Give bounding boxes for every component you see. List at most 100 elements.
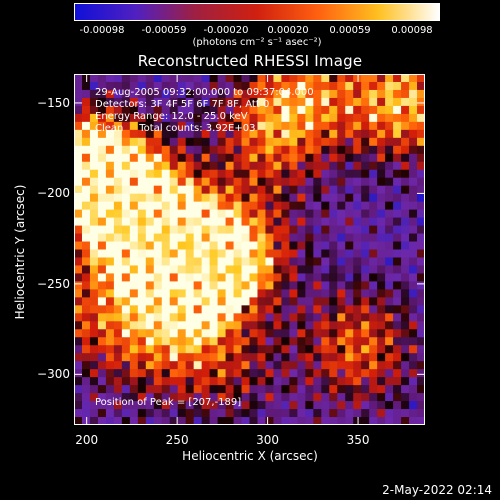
heatmap-cell: [177, 249, 187, 259]
heatmap-cell: [289, 401, 298, 410]
heatmap-cell: [385, 177, 394, 187]
heatmap-cell: [281, 97, 290, 107]
heatmap-cell: [257, 145, 267, 155]
heatmap-cell: [417, 289, 426, 298]
heatmap-cell: [345, 129, 354, 139]
heatmap-cell: [145, 169, 155, 179]
heatmap-cell: [145, 201, 155, 211]
x-tick-label: 200: [75, 433, 99, 447]
heatmap-cell: [273, 113, 283, 123]
heatmap-cell: [153, 249, 163, 259]
heatmap-cell: [81, 313, 91, 322]
heatmap-cell: [185, 417, 195, 426]
heatmap-cell: [337, 129, 346, 139]
heatmap-cell: [289, 329, 298, 338]
heatmap-cell: [201, 209, 211, 219]
heatmap-cell: [129, 217, 139, 227]
heatmap-cell: [225, 329, 235, 338]
heatmap-cell: [281, 281, 290, 290]
heatmap-cell: [105, 217, 115, 227]
heatmap-cell: [393, 217, 402, 227]
heatmap-cell: [401, 161, 410, 171]
heatmap-cell: [89, 241, 99, 251]
heatmap-cell: [169, 369, 179, 378]
heatmap-cell: [417, 345, 426, 354]
heatmap-cell: [273, 369, 283, 378]
heatmap-cell: [409, 265, 418, 275]
heatmap-cell: [81, 369, 91, 378]
heatmap-cell: [105, 401, 115, 410]
heatmap-cell: [113, 393, 123, 402]
heatmap-cell: [385, 185, 394, 195]
heatmap-cell: [329, 97, 338, 107]
heatmap-cell: [353, 353, 362, 362]
heatmap-cell: [321, 417, 330, 426]
heatmap-cell: [241, 401, 251, 410]
heatmap-cell: [401, 345, 410, 354]
heatmap-cell: [273, 105, 283, 115]
heatmap-cell: [225, 361, 235, 370]
heatmap-cell: [97, 97, 107, 107]
heatmap-cell: [393, 417, 402, 426]
heatmap-cell: [201, 137, 211, 147]
heatmap-cell: [177, 137, 187, 147]
heatmap-cell: [361, 74, 370, 83]
heatmap-cell: [185, 297, 195, 306]
heatmap-cell: [257, 409, 267, 418]
heatmap-cell: [169, 145, 179, 155]
heatmap-cell: [185, 281, 195, 290]
heatmap-cell: [185, 321, 195, 330]
heatmap-cell: [89, 337, 99, 346]
heatmap-cell: [249, 289, 259, 298]
heatmap-cell: [337, 209, 346, 219]
heatmap-cell: [345, 273, 354, 283]
heatmap-cell: [337, 289, 346, 298]
heatmap-cell: [225, 161, 235, 171]
heatmap-cell: [153, 105, 163, 115]
heatmap-cell: [113, 161, 123, 171]
heatmap-cell: [265, 393, 275, 402]
heatmap-cell: [153, 201, 163, 211]
heatmap-cell: [105, 313, 115, 322]
heatmap-cell: [369, 297, 378, 306]
heatmap-cell: [273, 137, 283, 147]
heatmap-cell: [217, 281, 227, 290]
heatmap-cell: [201, 265, 211, 275]
heatmap-cell: [409, 153, 418, 163]
heatmap-cell: [121, 153, 131, 163]
heatmap-cell: [129, 401, 139, 410]
heatmap-cell: [145, 321, 155, 330]
heatmap-cell: [177, 337, 187, 346]
heatmap-cell: [161, 393, 171, 402]
heatmap-cell: [385, 89, 394, 99]
heatmap-cell: [81, 225, 91, 235]
heatmap-cell: [305, 113, 314, 123]
heatmap-cell: [74, 281, 83, 290]
heatmap-cell: [121, 169, 131, 179]
heatmap-cell: [81, 105, 91, 115]
heatmap-cell: [257, 193, 267, 203]
heatmap-cell: [169, 361, 179, 370]
heatmap-cell: [417, 233, 426, 243]
heatmap-cell: [369, 209, 378, 219]
heatmap-cell: [345, 353, 354, 362]
heatmap-cell: [297, 113, 306, 123]
heatmap-cell: [401, 177, 410, 187]
heatmap-cell: [417, 353, 426, 362]
heatmap-cell: [409, 321, 418, 330]
heatmap-cell: [201, 169, 211, 179]
heatmap-cell: [209, 145, 219, 155]
heatmap-cell: [313, 249, 322, 259]
heatmap-cell: [113, 369, 123, 378]
heatmap-cell: [385, 217, 394, 227]
heatmap-cell: [401, 97, 410, 107]
heatmap-cell: [281, 257, 290, 267]
heatmap-cell: [97, 121, 107, 131]
heatmap-cell: [241, 97, 251, 107]
heatmap-cell: [297, 209, 306, 219]
heatmap-cell: [409, 145, 418, 155]
heatmap-cell: [74, 401, 83, 410]
heatmap-cell: [265, 74, 275, 83]
heatmap-cell: [209, 233, 219, 243]
heatmap-cell: [401, 129, 410, 139]
